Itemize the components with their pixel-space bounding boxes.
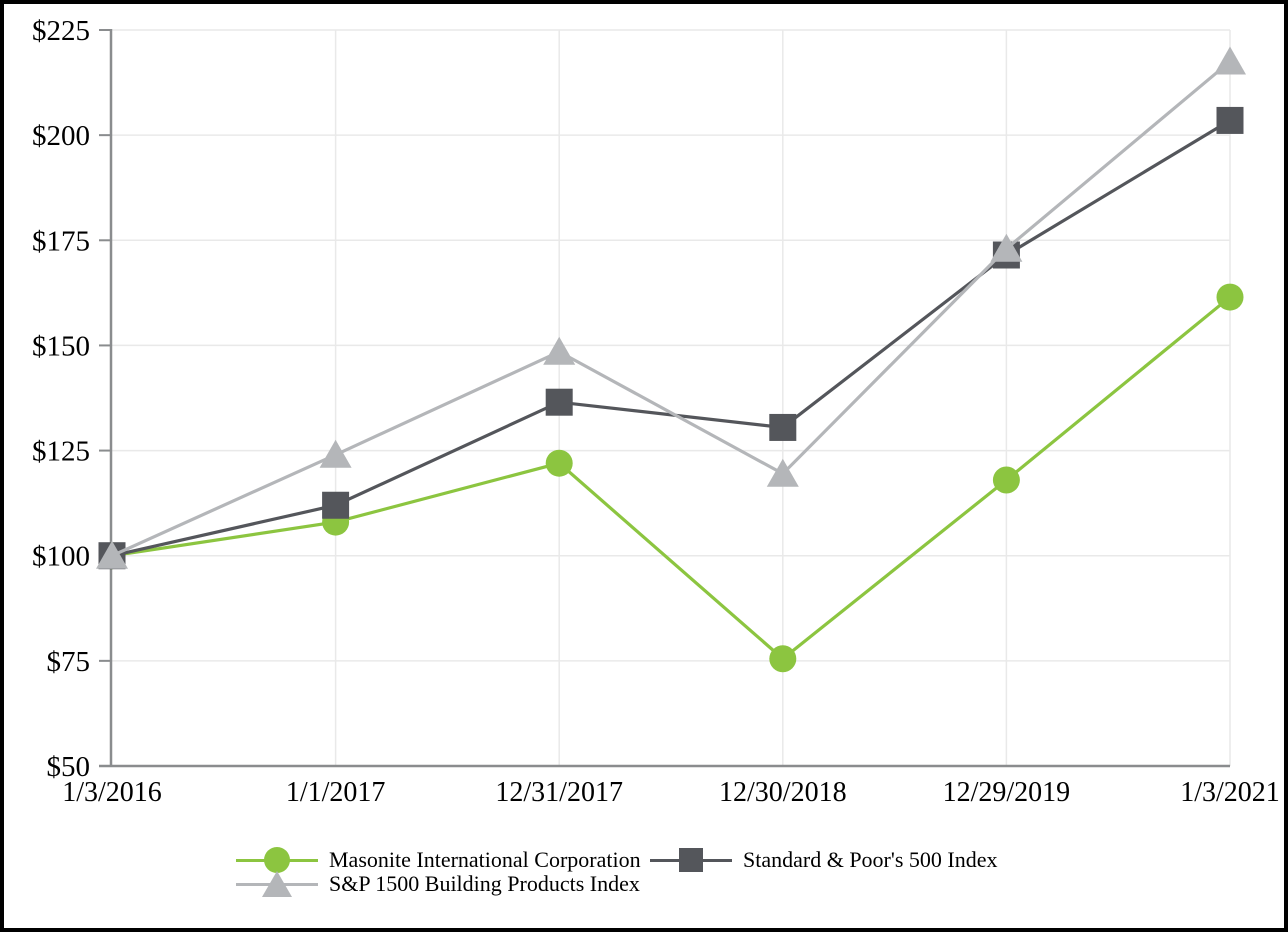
y-axis-label: $150 [32,330,90,362]
x-axis-label: 1/1/2017 [286,777,386,808]
y-axis-label: $100 [32,541,90,573]
legend-label-masonite: Masonite International Corporation [329,847,641,872]
y-axis-label: $125 [32,436,90,468]
x-axis-label: 12/30/2018 [719,777,847,808]
x-axis-label: 1/3/2021 [1180,777,1280,808]
masonite-international-point-3 [769,645,797,673]
s-p-point-5 [1214,46,1246,75]
x-axis-label: 12/31/2017 [495,777,623,808]
s-p-point-0 [96,540,128,569]
standard-poor-point-5 [1216,106,1244,134]
standard-poor-point-2 [545,388,573,416]
y-axis-label: $175 [32,225,90,257]
legend-item-sp500: Standard & Poor's 500 Index [650,846,998,874]
y-axis-label: $225 [32,15,90,47]
standard-poor-point-1 [322,491,350,519]
legend-item-masonite: Masonite International Corporation [236,846,641,874]
standard-poor-point-3 [769,413,797,441]
legend-item-sp1500-building-products: S&P 1500 Building Products Index [236,870,640,898]
standard-poor-line [111,119,1231,558]
s-p-point-4 [990,233,1023,262]
s-p-line [111,60,1232,558]
x-axis-label: 12/29/2019 [943,777,1071,808]
masonite-international-line [111,295,1232,661]
masonite-international-point-5 [1216,283,1244,311]
masonite-line-circle-marker [236,846,318,874]
y-axis-label: $50 [47,751,91,783]
masonite-international-point-4 [992,466,1020,494]
s-p-point-1 [319,439,352,468]
legend-label-sp500: Standard & Poor's 500 Index [743,847,998,872]
masonite-international-point-2 [545,449,573,477]
legend-label-sp1500-building-products: S&P 1500 Building Products Index [329,871,640,896]
y-axis-label: $200 [32,120,90,152]
sp500-line-square-marker [650,846,732,874]
sp1500-line-triangle-marker [236,870,318,898]
s-p-point-3 [766,458,799,487]
s-p-point-2 [543,336,576,365]
x-axis-label: 1/3/2016 [62,777,162,808]
y-axis-label: $75 [47,646,91,678]
